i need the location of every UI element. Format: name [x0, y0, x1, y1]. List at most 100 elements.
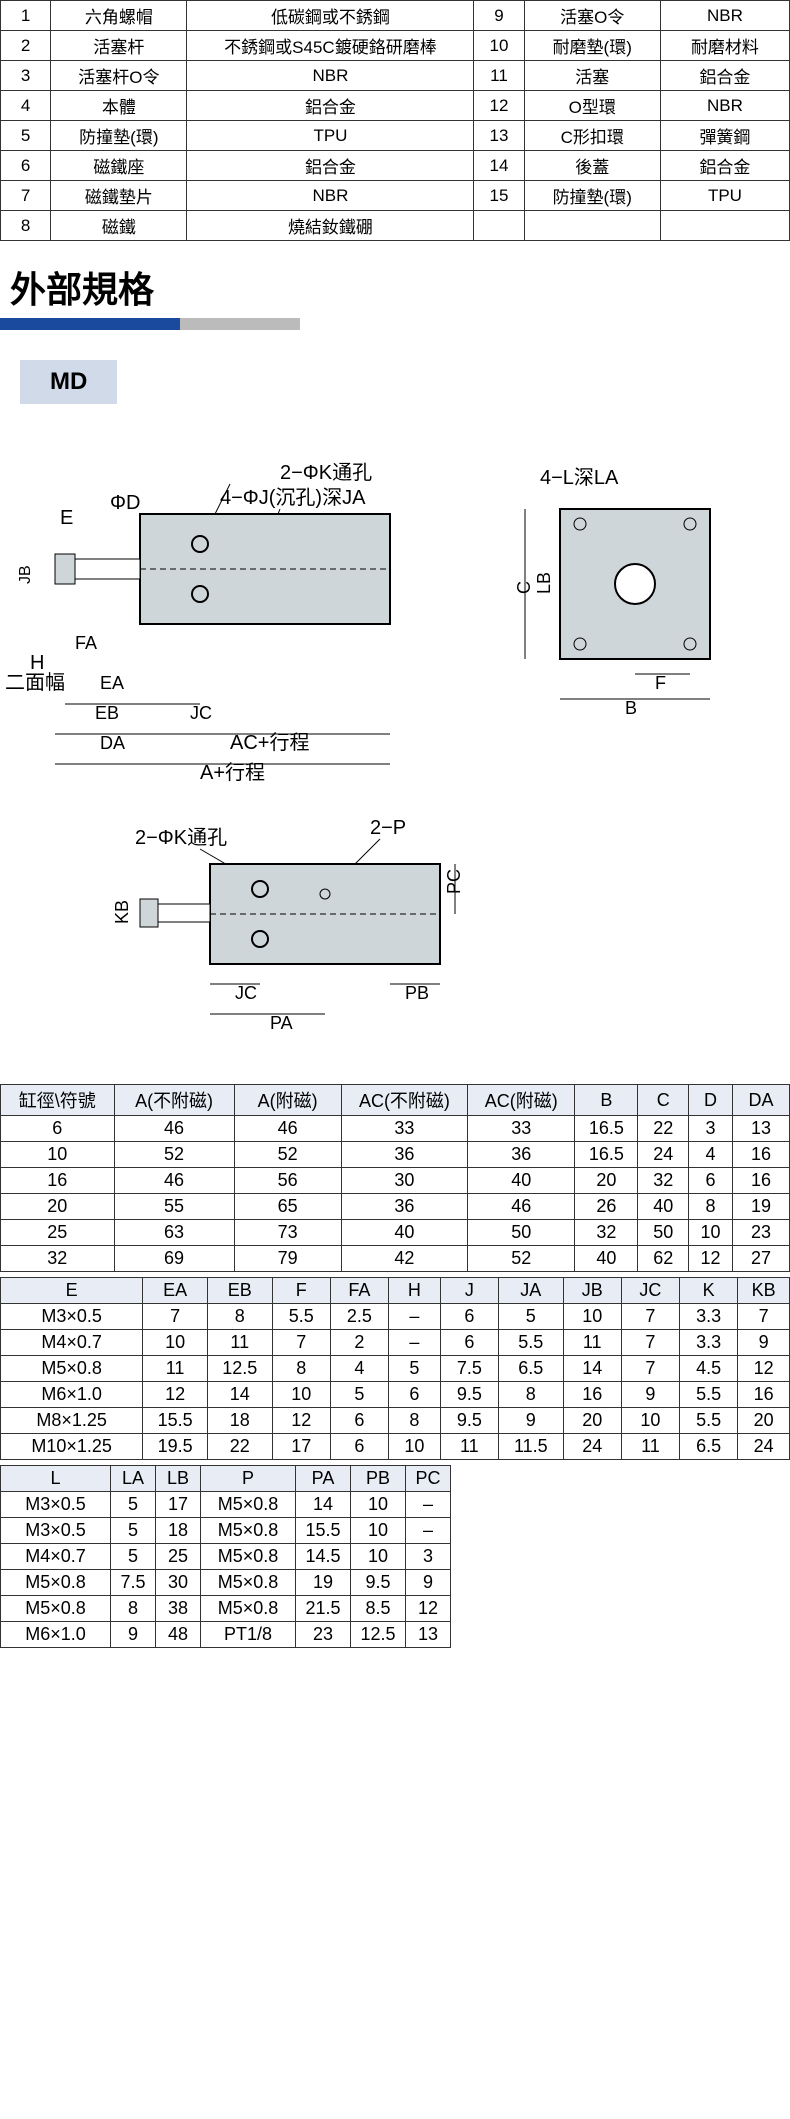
cell: M5×0.8 — [1, 1596, 111, 1622]
cell: 燒結釹鐵硼 — [187, 211, 474, 241]
cell: 52 — [234, 1142, 341, 1168]
cell: M10×1.25 — [1, 1434, 143, 1460]
cell: 15 — [474, 181, 524, 211]
cell: 9 — [474, 1, 524, 31]
cell: 16 — [1, 1168, 115, 1194]
cell: 5.5 — [498, 1330, 563, 1356]
cell — [660, 211, 789, 241]
svg-text:LB: LB — [534, 572, 554, 594]
cell: 本體 — [51, 91, 187, 121]
cell: 11.5 — [498, 1434, 563, 1460]
cell: 73 — [234, 1220, 341, 1246]
svg-text:PA: PA — [270, 1013, 293, 1033]
cell: 22 — [638, 1116, 688, 1142]
spec-table-3: LLALBPPAPBPC M3×0.5517M5×0.81410–M3×0.55… — [0, 1465, 451, 1648]
cell: 65 — [234, 1194, 341, 1220]
cell: 16 — [733, 1168, 790, 1194]
cell: 3.3 — [680, 1330, 738, 1356]
cell: 19.5 — [143, 1434, 208, 1460]
col-header: P — [201, 1466, 296, 1492]
cell: 52 — [114, 1142, 234, 1168]
cell: 10 — [621, 1408, 679, 1434]
cell: 11 — [563, 1330, 621, 1356]
cell: M5×0.8 — [201, 1596, 296, 1622]
cell: 17 — [272, 1434, 330, 1460]
diagram-bottom: 2−ΦK通孔 2−P KB PC JC PA PB — [0, 819, 560, 1049]
cell: 5.5 — [680, 1382, 738, 1408]
col-header: L — [1, 1466, 111, 1492]
cell: 12.5 — [207, 1356, 272, 1382]
cell: 6 — [688, 1168, 732, 1194]
svg-text:EA: EA — [100, 673, 124, 693]
cell: 鋁合金 — [660, 151, 789, 181]
cell: 14.5 — [296, 1544, 351, 1570]
cell: 16 — [563, 1382, 621, 1408]
svg-text:2−ΦK通孔: 2−ΦK通孔 — [280, 461, 372, 484]
cell: 9 — [111, 1622, 156, 1648]
cell: – — [389, 1304, 441, 1330]
section-title: 外部規格 — [10, 261, 790, 313]
cell: 19 — [733, 1194, 790, 1220]
cell: 5 — [498, 1304, 563, 1330]
col-header: JB — [563, 1278, 621, 1304]
cell: 18 — [207, 1408, 272, 1434]
svg-text:KB: KB — [112, 900, 132, 924]
col-header: LA — [111, 1466, 156, 1492]
cell: 52 — [468, 1246, 575, 1272]
cell: 磁鐵 — [51, 211, 187, 241]
cell: 14 — [474, 151, 524, 181]
spec-table-2: EEAEBFFAHJJAJBJCKKB M3×0.5785.52.5–65107… — [0, 1277, 790, 1460]
cell: 50 — [468, 1220, 575, 1246]
cell: 5.5 — [680, 1408, 738, 1434]
col-header: F — [272, 1278, 330, 1304]
cell: 7 — [621, 1356, 679, 1382]
svg-text:2−ΦK通孔: 2−ΦK通孔 — [135, 826, 227, 849]
cell: 13 — [474, 121, 524, 151]
col-header: LB — [156, 1466, 201, 1492]
cell: 33 — [341, 1116, 467, 1142]
cell: 26 — [575, 1194, 638, 1220]
cell: 23 — [296, 1622, 351, 1648]
cell: 55 — [114, 1194, 234, 1220]
cell: 40 — [468, 1168, 575, 1194]
cell: 9.5 — [440, 1382, 498, 1408]
title-underline — [0, 318, 300, 330]
cell: 20 — [575, 1168, 638, 1194]
cell: 16.5 — [575, 1142, 638, 1168]
col-header: EA — [143, 1278, 208, 1304]
col-header: D — [688, 1085, 732, 1116]
md-badge: MD — [20, 360, 117, 404]
cell: 9 — [406, 1570, 451, 1596]
cell: M4×0.7 — [1, 1330, 143, 1356]
col-header: PA — [296, 1466, 351, 1492]
cell: 10 — [351, 1518, 406, 1544]
cell: 36 — [468, 1142, 575, 1168]
cell: 2 — [330, 1330, 388, 1356]
svg-text:FA: FA — [75, 633, 97, 653]
svg-text:4−L深LA: 4−L深LA — [540, 466, 619, 489]
cell: 10 — [474, 31, 524, 61]
cell: 33 — [468, 1116, 575, 1142]
cell: 7.5 — [111, 1570, 156, 1596]
svg-text:EB: EB — [95, 703, 119, 723]
cell: 6.5 — [680, 1434, 738, 1460]
svg-text:JC: JC — [235, 983, 257, 1003]
cell: M5×0.8 — [201, 1570, 296, 1596]
svg-text:F: F — [655, 673, 666, 693]
cell: M3×0.5 — [1, 1304, 143, 1330]
cell: 5 — [330, 1382, 388, 1408]
cell: 79 — [234, 1246, 341, 1272]
diagram-area: 2−ΦK通孔 4−ΦJ(沉孔)深JA E ΦD JB FA H 二面幅 EA E… — [0, 444, 790, 1064]
cell: 8 — [207, 1304, 272, 1330]
cell: 7.5 — [440, 1356, 498, 1382]
cell: 63 — [114, 1220, 234, 1246]
cell: 3 — [688, 1116, 732, 1142]
cell: 42 — [341, 1246, 467, 1272]
cell: 12 — [272, 1408, 330, 1434]
cell: – — [389, 1330, 441, 1356]
cell: 38 — [156, 1596, 201, 1622]
cell: 防撞墊(環) — [524, 181, 660, 211]
cell: 6 — [330, 1434, 388, 1460]
cell: M5×0.8 — [1, 1570, 111, 1596]
cell: 磁鐵座 — [51, 151, 187, 181]
